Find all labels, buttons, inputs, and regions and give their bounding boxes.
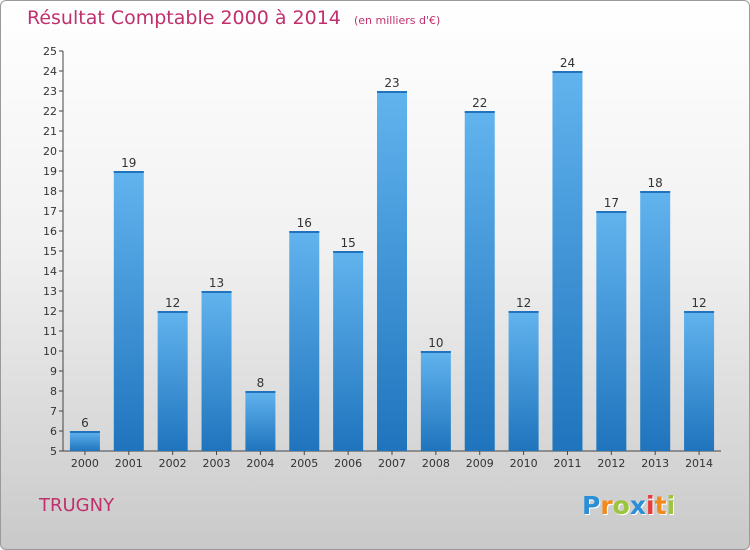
y-tick-label: 25 [43,45,57,58]
bar-top-edge [464,111,495,113]
x-tick-label: 2014 [685,457,713,470]
bar-top-edge [113,171,144,173]
bar-value-label: 10 [428,336,443,350]
x-tick-label: 2000 [71,457,99,470]
bar-top-edge [508,311,539,313]
logo-letter: P [582,491,601,520]
bar [640,191,671,451]
y-tick-label: 8 [50,385,57,398]
bar [333,251,364,451]
bar [69,431,100,451]
x-tick-label: 2007 [378,457,406,470]
bar [201,291,232,451]
y-tick-label: 24 [43,65,57,78]
x-tick-label: 2009 [466,457,494,470]
page-title: Résultat Comptable 2000 à 2014 [27,7,341,29]
commune-name: TRUGNY [39,495,115,516]
bar [552,71,583,451]
bar-value-label: 22 [472,96,487,110]
x-tick-label: 2013 [641,457,669,470]
bar-value-label: 17 [604,196,619,210]
logo-letter: t [654,491,667,520]
y-tick-label: 17 [43,205,57,218]
logo-letter: x [629,491,646,520]
y-tick-label: 7 [50,405,57,418]
y-tick-label: 10 [43,345,57,358]
bar [596,211,627,451]
bar [157,311,188,451]
bar [245,391,276,451]
logo-letter: i [666,491,676,520]
bar-value-label: 23 [384,76,399,90]
y-tick-label: 9 [50,365,57,378]
y-tick-label: 6 [50,425,57,438]
y-tick-label: 14 [43,265,57,278]
bar-value-label: 12 [165,296,180,310]
title-block: Résultat Comptable 2000 à 2014 (en milli… [27,7,440,29]
bar [508,311,539,451]
bar-value-label: 16 [297,216,312,230]
bar-top-edge [201,291,232,293]
y-tick-label: 22 [43,105,57,118]
bar [289,231,320,451]
bar [113,171,144,451]
x-tick-label: 2006 [334,457,362,470]
bar-layer: 6 19 12 13 8 16 15 23 10 22 12 24 17 18 12 [69,56,715,451]
bar-value-label: 8 [257,376,265,390]
bar-top-edge [377,91,407,93]
bar-value-label: 6 [81,416,89,430]
bar-top-edge [157,311,188,313]
y-tick-label: 16 [43,225,57,238]
bar-top-edge [333,251,364,253]
x-tick-label: 2008 [422,457,450,470]
y-tick-label: 11 [43,325,57,338]
y-tick-label: 19 [43,165,57,178]
bar-value-label: 24 [560,56,575,70]
x-tick-label: 2005 [290,457,318,470]
y-tick-label: 5 [50,445,57,458]
bar-value-label: 12 [691,296,706,310]
x-tick-label: 2010 [510,457,538,470]
x-tick-label: 2002 [159,457,187,470]
y-tick-label: 13 [43,285,57,298]
bar-top-edge [684,311,715,313]
bar [684,311,715,451]
y-tick-label: 21 [43,125,57,138]
logo-letter: i [646,491,655,520]
bar-top-edge [69,431,100,433]
bar-top-edge [420,351,451,353]
x-tick-label: 2012 [597,457,625,470]
bar-value-label: 18 [648,176,663,190]
bar-top-edge [245,391,276,393]
bar-top-edge [289,231,320,233]
logo-letter: r [600,491,613,520]
y-tick-label: 20 [43,145,57,158]
x-tick-label: 2003 [203,457,231,470]
bar-top-edge [640,191,671,193]
bar-value-label: 12 [516,296,531,310]
proxiti-logo: Proxiti [582,491,675,520]
logo-letter: o [612,491,630,520]
bar-value-label: 19 [121,156,136,170]
x-tick-label: 2001 [115,457,143,470]
bar-top-edge [552,71,583,73]
title-unit: (en milliers d'€) [353,14,441,27]
y-tick-label: 15 [43,245,57,258]
y-tick-label: 18 [43,185,57,198]
bar-value-label: 15 [340,236,355,250]
bar-top-edge [596,211,627,213]
bar-value-label: 13 [209,276,224,290]
bar [420,351,451,451]
bar [464,111,495,451]
bar [377,91,407,451]
y-tick-label: 12 [43,305,57,318]
x-tick-label: 2004 [246,457,274,470]
y-tick-label: 23 [43,85,57,98]
x-tick-label: 2011 [553,457,581,470]
